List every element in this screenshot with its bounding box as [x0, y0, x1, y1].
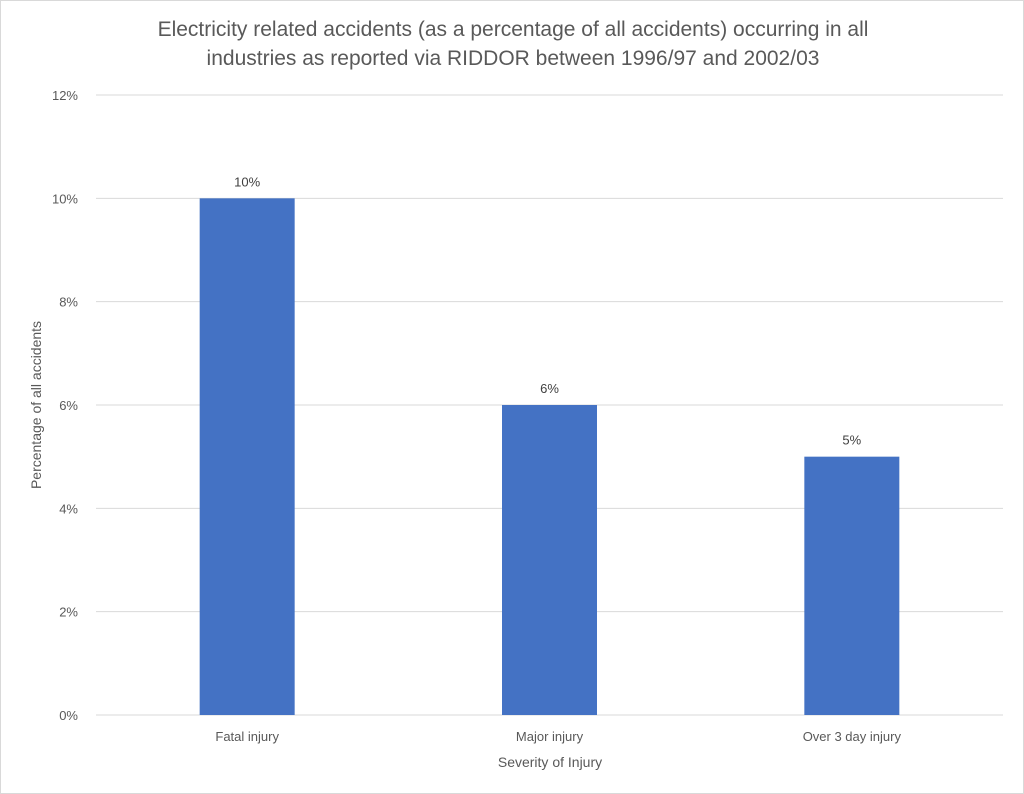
- bars: [199, 198, 900, 716]
- y-tick-label: 10%: [52, 191, 78, 206]
- y-tick-label: 2%: [59, 605, 78, 620]
- y-tick-label: 12%: [52, 88, 78, 103]
- y-tick-label: 8%: [59, 295, 78, 310]
- data-label: 6%: [540, 381, 559, 396]
- bar: [199, 198, 295, 716]
- chart-title: Electricity related accidents (as a perc…: [157, 18, 869, 70]
- x-tick-label: Fatal injury: [215, 729, 279, 744]
- y-tick-label: 6%: [59, 398, 78, 413]
- data-label: 5%: [842, 433, 861, 448]
- y-tick-label: 4%: [59, 501, 78, 516]
- x-tick-label: Major injury: [516, 729, 584, 744]
- y-axis-title: Percentage of all accidents: [28, 321, 44, 489]
- data-label: 10%: [234, 174, 260, 189]
- bar: [804, 456, 900, 715]
- x-tick-label: Over 3 day injury: [803, 729, 902, 744]
- y-tick-label: 0%: [59, 708, 78, 723]
- labels: 0% 2% 4% 6% 8% 10% 12% 10% Fatal injury 6% Major i…: [52, 88, 901, 744]
- bar: [502, 405, 597, 715]
- x-axis-title: Severity of Injury: [498, 754, 602, 770]
